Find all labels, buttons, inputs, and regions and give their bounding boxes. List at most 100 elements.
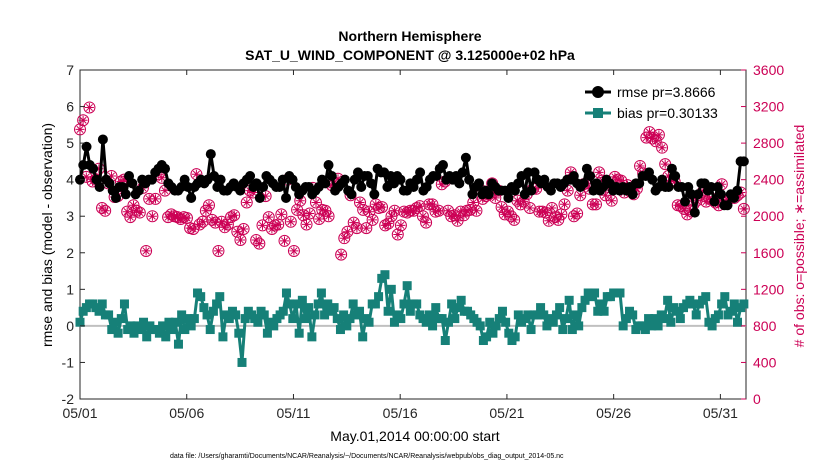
assimilated-obs-point (129, 200, 138, 210)
bias-point (345, 314, 355, 324)
bias-point (212, 299, 222, 309)
plot-border (79, 69, 747, 400)
assimilated-obs-point (667, 176, 676, 186)
possible-obs-point (303, 207, 316, 220)
y-right-tick-label: 2800 (753, 135, 784, 151)
rmse-point (320, 178, 331, 189)
bias-point (590, 288, 600, 298)
x-tick-label: 05/16 (383, 405, 418, 421)
bias-point (596, 299, 606, 309)
possible-obs-point (508, 213, 521, 226)
rmse-point (326, 171, 337, 182)
bias-point (348, 299, 358, 309)
assimilated-obs-point (305, 209, 315, 218)
bias-point (447, 299, 457, 309)
legend-bias-label: bias pr=0.30133 (617, 105, 718, 121)
bias-point (301, 314, 311, 324)
rmse-point (460, 152, 471, 163)
rmse-point (709, 196, 720, 207)
possible-obs-point (335, 248, 348, 261)
assimilated-obs-point (503, 207, 513, 217)
assimilated-obs-point (427, 199, 437, 209)
bias-point (497, 306, 507, 316)
bias-point (269, 321, 279, 331)
assimilated-obs-point (506, 211, 516, 221)
plot-frame (79, 69, 747, 400)
bias-point (237, 357, 247, 367)
assimilated-obs-point (591, 199, 601, 209)
assimilated-obs-point (393, 230, 403, 239)
bias-point (335, 325, 345, 335)
bias-point (720, 292, 730, 302)
assimilated-obs-point (267, 224, 277, 234)
bias-point (75, 317, 85, 327)
possible-obs-point (376, 201, 389, 214)
possible-obs-point (140, 244, 153, 257)
bias-point (358, 332, 368, 342)
assimilated-obs-point (122, 207, 132, 217)
bias-point (186, 321, 196, 331)
bias-point (323, 299, 333, 309)
bias-point (234, 328, 244, 338)
bias-point (621, 314, 631, 324)
bias-point (628, 310, 638, 320)
possible-obs-point (77, 114, 90, 127)
bias-point (116, 314, 126, 324)
assimilated-obs-point (387, 211, 396, 221)
assimilated-obs-point (453, 216, 463, 226)
assimilated-obs-point (383, 219, 393, 228)
rmse-point (323, 160, 334, 171)
bias-point (688, 299, 698, 309)
rmse-point (689, 207, 700, 218)
assimilated-obs-point (135, 208, 145, 218)
bias-point (313, 299, 323, 309)
assimilated-obs-point (739, 204, 749, 214)
bias-point (561, 314, 571, 324)
assimilated-obs-point (217, 217, 227, 227)
rmse-point (503, 192, 514, 203)
y-right-tick-label: 2000 (753, 208, 784, 224)
rmse-point (215, 174, 226, 185)
assimilated-obs-point (560, 199, 569, 209)
bias-point (453, 303, 463, 313)
bias-point (571, 310, 581, 320)
rmse-point (663, 181, 674, 192)
assimilated-obs-point (248, 188, 258, 197)
bias-point (218, 332, 228, 342)
bias-point (158, 321, 168, 331)
rmse-point (97, 134, 108, 145)
assimilated-obs-point (236, 235, 245, 245)
assimilated-obs-point (317, 205, 327, 215)
assimilated-obs-point (327, 180, 337, 190)
bias-point (364, 317, 374, 327)
assimilated-obs-point (292, 205, 302, 215)
rmse-point (160, 163, 171, 174)
assimilated-obs-point (449, 210, 459, 220)
bias-point (726, 306, 736, 316)
assimilated-obs-point (443, 206, 453, 216)
bias-point (526, 325, 536, 335)
rmse-point (366, 178, 377, 189)
bias-point (659, 314, 669, 324)
assimilated-obs-point (657, 143, 667, 153)
rmse-point (281, 192, 292, 203)
possible-obs-point (656, 141, 669, 154)
assimilated-obs-point (176, 214, 186, 224)
rmse-point (464, 174, 475, 185)
bias-point (672, 306, 682, 316)
possible-obs-point (146, 210, 159, 223)
assimilated-obs-point (173, 212, 182, 222)
bias-point (339, 310, 349, 320)
assimilated-obs-point (544, 216, 554, 226)
assimilated-obs-point (302, 219, 311, 229)
bias-point (113, 328, 123, 338)
y-tick-label: 0 (66, 318, 74, 334)
legend-rmse-marker (592, 86, 604, 98)
assimilated-obs-point (446, 211, 456, 221)
possible-obs-point (278, 234, 291, 247)
rmse-point (120, 189, 131, 200)
possible-obs-point (416, 210, 429, 223)
bias-point (154, 328, 164, 338)
bias-point (262, 328, 272, 338)
assimilated-obs-point (415, 201, 425, 211)
